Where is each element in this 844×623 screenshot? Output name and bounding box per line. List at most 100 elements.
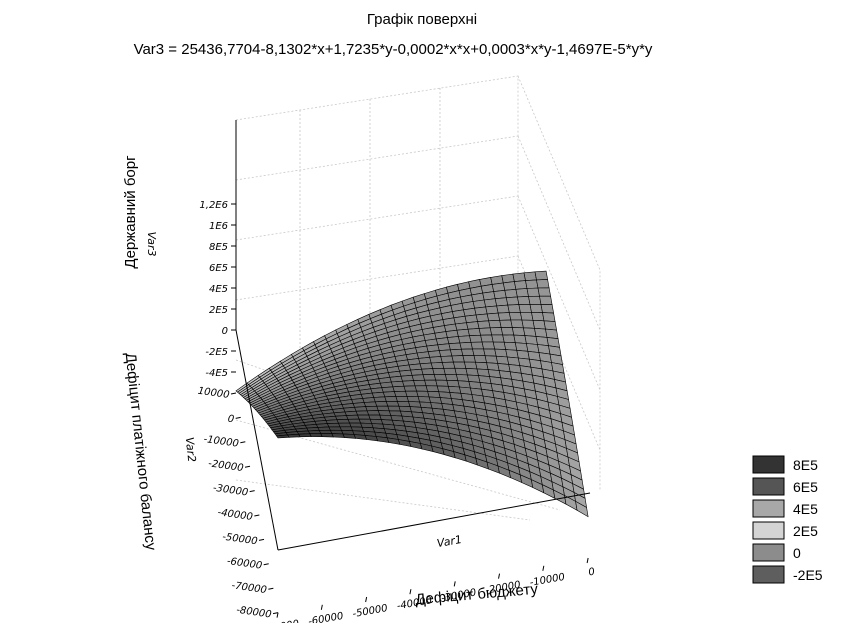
legend-swatch	[752, 565, 785, 584]
surface-cell	[475, 361, 489, 370]
legend-label: -2E5	[793, 567, 823, 583]
surface-cell	[523, 327, 537, 337]
surface-cell	[458, 335, 472, 344]
z-axis-ticks: 1,2E6 1E6 8E5 6E5 4E5 2E5 0 -2E5 -4E5	[199, 200, 236, 379]
surface-cell	[416, 390, 430, 398]
x-tick-mark	[276, 612, 279, 618]
surface-cell	[450, 348, 464, 357]
surface-cell	[287, 433, 301, 438]
legend-label: 4E5	[793, 501, 818, 517]
surface-cell	[497, 312, 512, 321]
surface-cell	[524, 335, 538, 345]
z-axis-label: Державний борг	[122, 155, 139, 269]
surface-cell	[528, 295, 542, 305]
surface-cell	[534, 327, 548, 338]
y-tick-label: -30000	[212, 483, 249, 499]
chart-subtitle: Var3 = 25436,7704-8,1302*x+1,7235*y-0,00…	[134, 41, 653, 58]
surface-cell	[342, 433, 357, 439]
surface-cell	[392, 385, 406, 392]
surface-cell	[483, 348, 497, 357]
surface-cell	[464, 361, 478, 370]
surface-cell	[387, 405, 401, 412]
surface-cell	[307, 430, 322, 435]
surface-cell	[377, 410, 392, 416]
surface-cell	[504, 288, 518, 299]
y-tick-mark	[254, 514, 260, 517]
surface-cell	[405, 390, 419, 397]
x-tick-label: -60000	[307, 611, 344, 623]
x-tick-mark	[409, 589, 412, 595]
surface-cell	[542, 312, 556, 322]
surface-cell	[328, 426, 342, 431]
surface-cell	[365, 405, 379, 412]
x-tick-mark	[542, 565, 545, 571]
surface-cell	[492, 341, 507, 350]
z-tick-label: 6E5	[209, 263, 228, 274]
y-tick-mark	[249, 490, 255, 493]
surface-cell	[366, 410, 381, 416]
surface-cell	[537, 287, 551, 297]
surface-cell	[444, 373, 459, 382]
y-tick-label: 0	[227, 414, 235, 426]
x-axis-label: Дефіцит бюджету	[415, 581, 539, 609]
surface-cell	[534, 270, 548, 281]
surface-cell	[461, 348, 475, 356]
surface-cell	[381, 386, 395, 393]
surface-cell	[475, 313, 490, 322]
surface-cell	[523, 271, 537, 281]
y-axis-label: Дефіцит платіжного балансу	[122, 352, 160, 552]
surface-cell	[438, 349, 453, 357]
legend: 8E5 6E5 4E5 2E5 0 -2E5	[752, 455, 823, 584]
surface-cell	[529, 303, 543, 313]
y-tick-mark	[268, 587, 274, 590]
x-tick-mark	[498, 573, 501, 579]
surface-cell	[466, 321, 480, 330]
surface-cell	[353, 434, 368, 440]
surface-cell	[338, 422, 352, 428]
surface-cell	[440, 355, 454, 363]
x-tick-label: -70000	[263, 619, 300, 623]
surface-cell	[382, 391, 397, 398]
x-tick-label: -50000	[352, 603, 389, 620]
surface-cell	[459, 341, 473, 350]
surface-cell	[513, 334, 527, 344]
surface-cell	[422, 374, 437, 381]
surface-cell	[403, 385, 417, 392]
surface-cell	[320, 433, 334, 438]
surface-cell	[514, 342, 529, 352]
y-tick-label: -70000	[231, 580, 268, 596]
z-tick-label: 4E5	[209, 284, 228, 295]
surface-cell	[447, 336, 461, 345]
surface-cell	[540, 304, 554, 314]
legend-swatch	[752, 521, 785, 540]
y-tick-label: -40000	[217, 507, 254, 523]
surface-cell	[419, 362, 434, 370]
surface-cell	[505, 296, 520, 306]
surface-cell	[384, 396, 398, 402]
surface-cell	[363, 401, 378, 407]
surface-cell	[508, 311, 523, 321]
y-tick-label: -20000	[208, 458, 245, 474]
surface-cell	[453, 361, 467, 369]
surface-cell	[331, 433, 345, 438]
y-tick-mark	[230, 392, 237, 395]
surface-cell	[500, 327, 515, 336]
surface-cell	[494, 297, 509, 307]
surface-cell	[456, 374, 470, 382]
surface-cell	[526, 287, 540, 297]
surface-cell	[355, 410, 370, 416]
surface-cell	[385, 400, 400, 407]
y-tick-label: -10000	[203, 434, 240, 450]
surface-cell	[336, 418, 351, 424]
surface-cell	[502, 281, 517, 291]
legend-label: 6E5	[793, 479, 818, 495]
surface-cell	[429, 356, 443, 364]
surface-cell	[368, 414, 382, 420]
surface-cell	[346, 414, 360, 420]
surface-cell	[396, 400, 411, 407]
surface-cell	[347, 418, 362, 424]
surface-cell	[514, 280, 528, 290]
surface-cell	[510, 319, 524, 329]
surface-cell	[374, 401, 389, 407]
